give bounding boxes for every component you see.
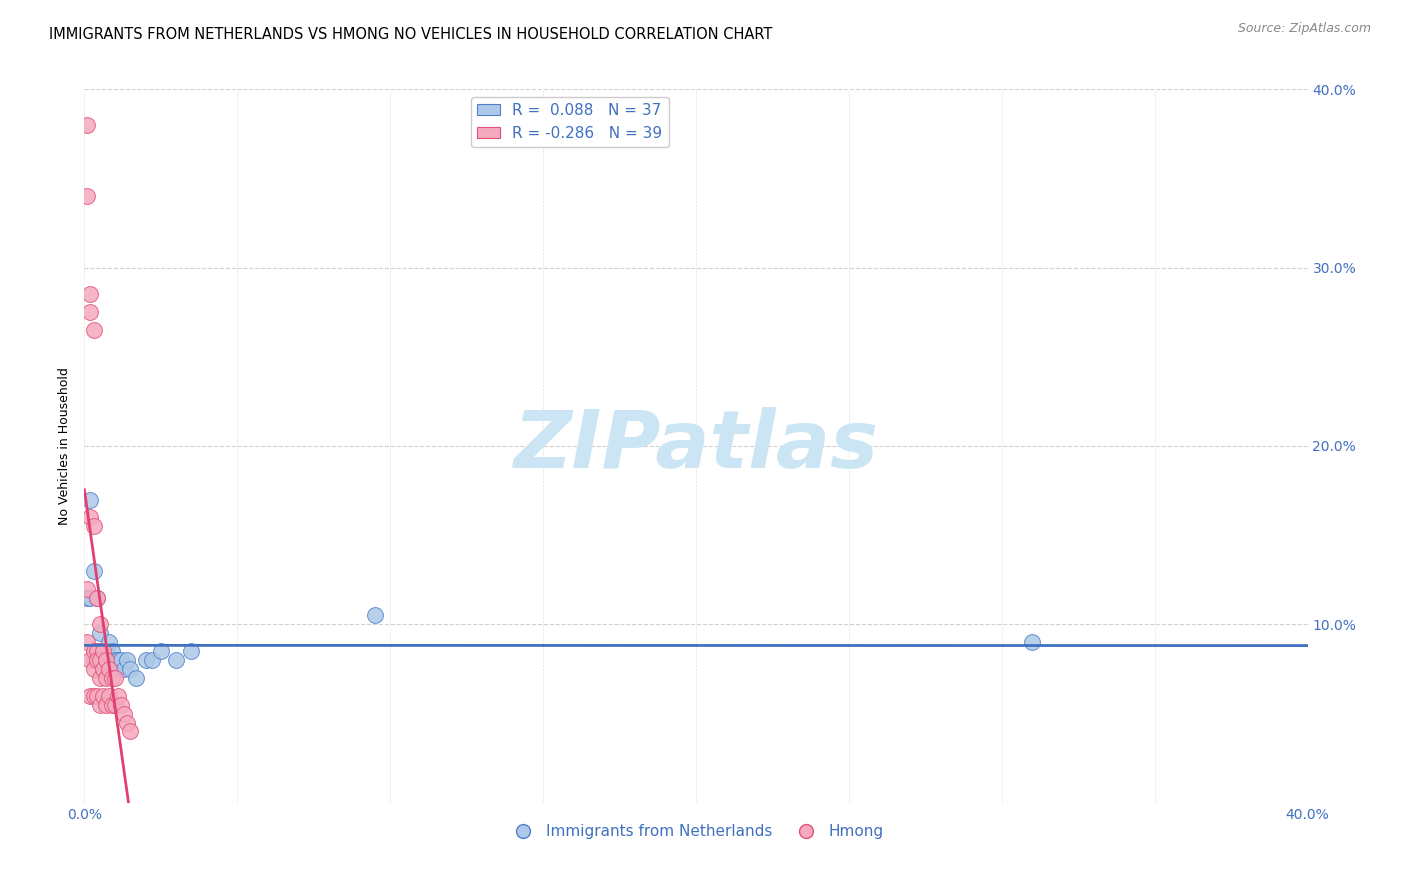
Point — [89, 644, 111, 658]
Point — [94, 653, 117, 667]
Point — [89, 653, 111, 667]
Point — [104, 653, 127, 667]
Point — [89, 653, 111, 667]
Point — [120, 662, 142, 676]
Point — [97, 689, 120, 703]
Point — [79, 689, 101, 703]
Point — [364, 608, 387, 623]
Point — [89, 671, 111, 685]
Point — [86, 644, 108, 658]
Point — [76, 635, 98, 649]
Point — [79, 591, 101, 605]
Point — [83, 644, 105, 658]
Point — [115, 653, 138, 667]
Point — [89, 626, 111, 640]
Point — [97, 662, 120, 676]
Point — [135, 653, 157, 667]
Point — [83, 564, 105, 578]
Point — [79, 492, 101, 507]
Point — [104, 671, 127, 685]
Point — [107, 653, 129, 667]
Point — [112, 662, 135, 676]
Point — [1021, 635, 1043, 649]
Point — [112, 706, 135, 721]
Text: Source: ZipAtlas.com: Source: ZipAtlas.com — [1237, 22, 1371, 36]
Point — [101, 698, 124, 712]
Point — [141, 653, 163, 667]
Point — [101, 671, 124, 685]
Point — [101, 662, 124, 676]
Point — [86, 689, 108, 703]
Point — [83, 644, 105, 658]
Point — [83, 662, 105, 676]
Point — [104, 662, 127, 676]
Point — [104, 698, 127, 712]
Point — [89, 617, 111, 632]
Point — [76, 189, 98, 203]
Point — [91, 644, 114, 658]
Point — [94, 662, 117, 676]
Point — [94, 671, 117, 685]
Point — [79, 653, 101, 667]
Point — [86, 653, 108, 667]
Point — [79, 510, 101, 524]
Point — [180, 644, 202, 658]
Point — [101, 644, 124, 658]
Point — [91, 653, 114, 667]
Point — [91, 662, 114, 676]
Point — [83, 689, 105, 703]
Point — [115, 715, 138, 730]
Point — [120, 724, 142, 739]
Point — [97, 662, 120, 676]
Point — [86, 591, 108, 605]
Point — [86, 644, 108, 658]
Point — [165, 653, 187, 667]
Point — [110, 653, 132, 667]
Point — [86, 591, 108, 605]
Point — [97, 635, 120, 649]
Point — [125, 671, 148, 685]
Point — [76, 582, 98, 596]
Point — [83, 323, 105, 337]
Point — [76, 118, 98, 132]
Text: IMMIGRANTS FROM NETHERLANDS VS HMONG NO VEHICLES IN HOUSEHOLD CORRELATION CHART: IMMIGRANTS FROM NETHERLANDS VS HMONG NO … — [49, 27, 772, 42]
Point — [89, 698, 111, 712]
Point — [83, 519, 105, 533]
Legend: Immigrants from Netherlands, Hmong: Immigrants from Netherlands, Hmong — [502, 818, 890, 845]
Point — [110, 698, 132, 712]
Point — [149, 644, 172, 658]
Point — [97, 653, 120, 667]
Point — [94, 644, 117, 658]
Point — [79, 305, 101, 319]
Point — [79, 287, 101, 301]
Point — [107, 689, 129, 703]
Point — [91, 644, 114, 658]
Text: ZIPatlas: ZIPatlas — [513, 407, 879, 485]
Point — [86, 644, 108, 658]
Y-axis label: No Vehicles in Household: No Vehicles in Household — [58, 368, 72, 524]
Point — [91, 689, 114, 703]
Point — [91, 662, 114, 676]
Point — [83, 653, 105, 667]
Point — [94, 698, 117, 712]
Point — [76, 591, 98, 605]
